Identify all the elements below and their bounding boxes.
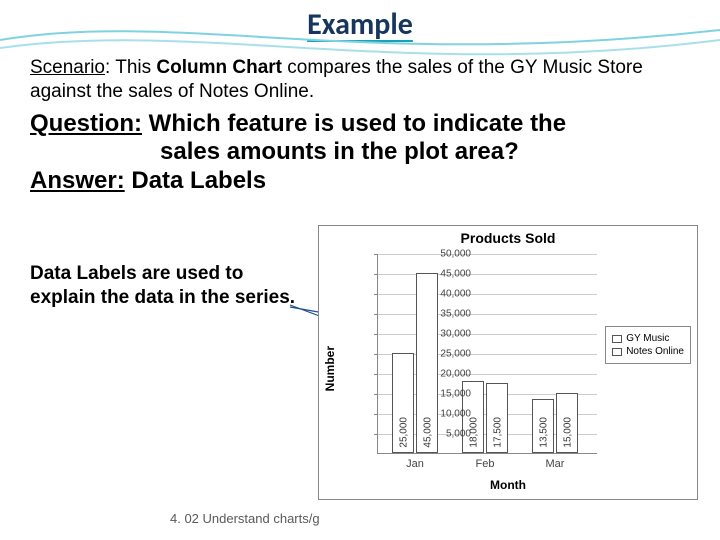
y-tick-label: 10,000	[431, 409, 471, 420]
legend-label: Notes Online	[626, 346, 684, 357]
data-label: 25,000	[399, 417, 410, 448]
y-tick-label: 20,000	[431, 369, 471, 380]
y-tick-label: 25,000	[431, 349, 471, 360]
y-tick-label: 5,000	[431, 429, 471, 440]
content-area: Scenario: This Column Chart compares the…	[30, 56, 690, 196]
y-tick-label: 45,000	[431, 269, 471, 280]
gridline	[378, 334, 597, 335]
legend-swatch	[612, 335, 622, 343]
footer-text: 4. 02 Understand charts/g	[170, 511, 320, 526]
chart-title: Products Sold	[319, 230, 697, 246]
bar: 15,000	[556, 393, 578, 453]
slide-title: Example	[0, 0, 720, 43]
gridline	[378, 274, 597, 275]
gridline	[378, 314, 597, 315]
legend-swatch	[612, 348, 622, 356]
legend-item: GY Music	[612, 333, 684, 344]
x-axis-title: Month	[319, 478, 697, 492]
products-sold-chart: Products Sold Number 25,00045,00018,0001…	[318, 225, 698, 500]
bar: 25,000	[392, 353, 414, 453]
chart-legend: GY Music Notes Online	[605, 326, 691, 364]
bar: 13,500	[532, 399, 554, 453]
plot-area: 25,00045,00018,00017,50013,50015,000	[377, 254, 597, 454]
legend-item: Notes Online	[612, 346, 684, 357]
x-tick-label: Feb	[459, 458, 511, 470]
y-tick-label: 15,000	[431, 389, 471, 400]
y-tick-label: 30,000	[431, 329, 471, 340]
y-tick-label: 50,000	[431, 249, 471, 260]
scenario-label: Scenario	[30, 57, 105, 78]
y-axis-title: Number	[323, 346, 337, 391]
data-label: 13,500	[539, 417, 550, 448]
data-label: 17,500	[493, 417, 504, 448]
gridline	[378, 254, 597, 255]
legend-label: GY Music	[626, 333, 669, 344]
answer-line: Answer: Data Labels	[30, 167, 690, 196]
bar: 17,500	[486, 383, 508, 453]
data-label: 15,000	[563, 417, 574, 448]
scenario-text: Scenario: This Column Chart compares the…	[30, 56, 690, 104]
y-tick-label: 35,000	[431, 309, 471, 320]
question-line2: sales amounts in the plot area?	[30, 138, 690, 167]
question-line: Question: Which feature is used to indic…	[30, 110, 690, 139]
gridline	[378, 294, 597, 295]
bar: 45,000	[416, 273, 438, 453]
data-labels-note: Data Labels are used to explain the data…	[30, 262, 300, 310]
question-answer: Question: Which feature is used to indic…	[30, 110, 690, 196]
x-tick-label: Jan	[389, 458, 441, 470]
y-tick-label: 40,000	[431, 289, 471, 300]
x-tick-label: Mar	[529, 458, 581, 470]
